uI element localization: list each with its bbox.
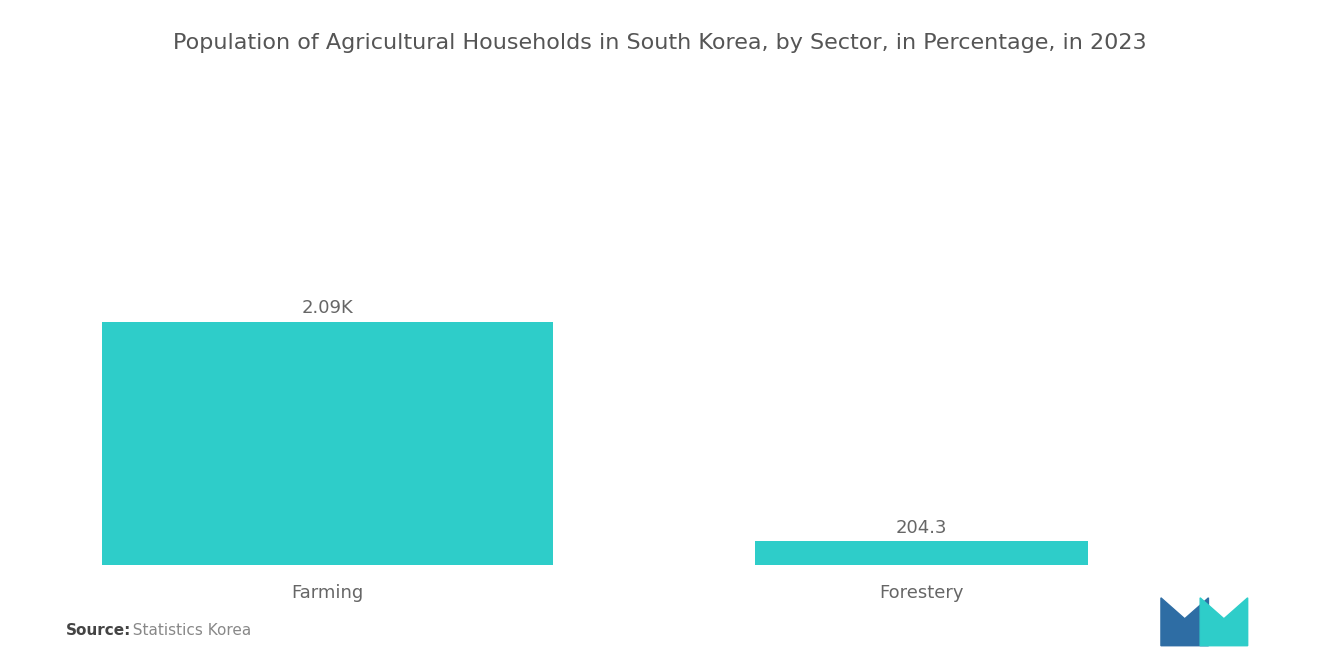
Polygon shape: [1162, 598, 1209, 646]
Text: Source:: Source:: [66, 623, 132, 638]
Text: 204.3: 204.3: [895, 519, 948, 537]
Bar: [755, 541, 1088, 565]
Polygon shape: [1200, 598, 1247, 646]
Text: 2.09K: 2.09K: [301, 299, 354, 317]
Bar: [102, 322, 553, 565]
Text: Statistics Korea: Statistics Korea: [123, 623, 251, 638]
Text: Population of Agricultural Households in South Korea, by Sector, in Percentage, : Population of Agricultural Households in…: [173, 33, 1147, 53]
